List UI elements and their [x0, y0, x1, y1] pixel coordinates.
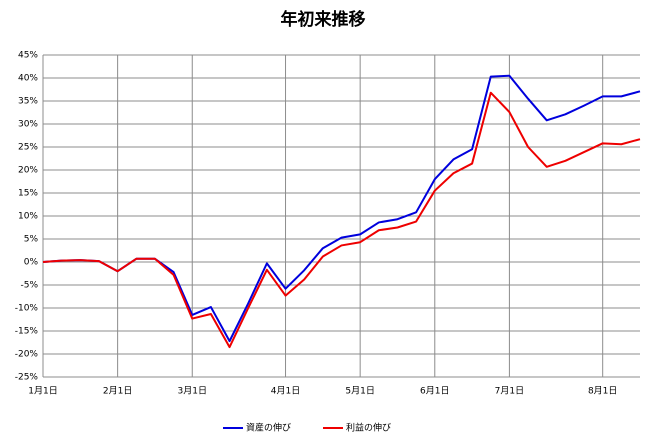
y-tick-label: -25%: [15, 373, 39, 383]
y-tick-label: -5%: [20, 281, 38, 291]
y-tick-label: -20%: [15, 350, 39, 360]
y-tick-label: -10%: [15, 304, 39, 314]
series-line: [42, 91, 641, 349]
chart-title: 年初来推移: [281, 9, 366, 30]
y-tick-label: 20%: [18, 166, 38, 176]
x-tick-label: 6月1日: [420, 386, 449, 397]
x-tick-label: 7月1日: [495, 386, 524, 397]
y-tick-label: 45%: [18, 51, 38, 61]
legend-label: 利益の伸び: [346, 422, 391, 434]
x-tick-label: 1月1日: [28, 386, 57, 397]
y-tick-label: 15%: [18, 189, 38, 199]
y-tick-label: 40%: [18, 74, 38, 84]
y-tick-label: 25%: [18, 143, 38, 153]
x-tick-label: 4月1日: [271, 386, 300, 397]
x-tick-label: 3月1日: [178, 386, 207, 397]
y-tick-label: 35%: [18, 97, 38, 107]
y-tick-label: 10%: [18, 212, 38, 222]
y-tick-label: -15%: [15, 327, 39, 337]
legend-label: 資産の伸び: [246, 422, 291, 434]
y-tick-label: 5%: [24, 235, 39, 245]
y-tick-label: 0%: [24, 258, 39, 268]
y-tick-label: 30%: [18, 120, 38, 130]
series-line: [42, 74, 641, 343]
x-tick-label: 2月1日: [103, 386, 132, 397]
x-tick-label: 8月1日: [588, 386, 617, 397]
x-tick-label: 5月1日: [345, 386, 374, 397]
